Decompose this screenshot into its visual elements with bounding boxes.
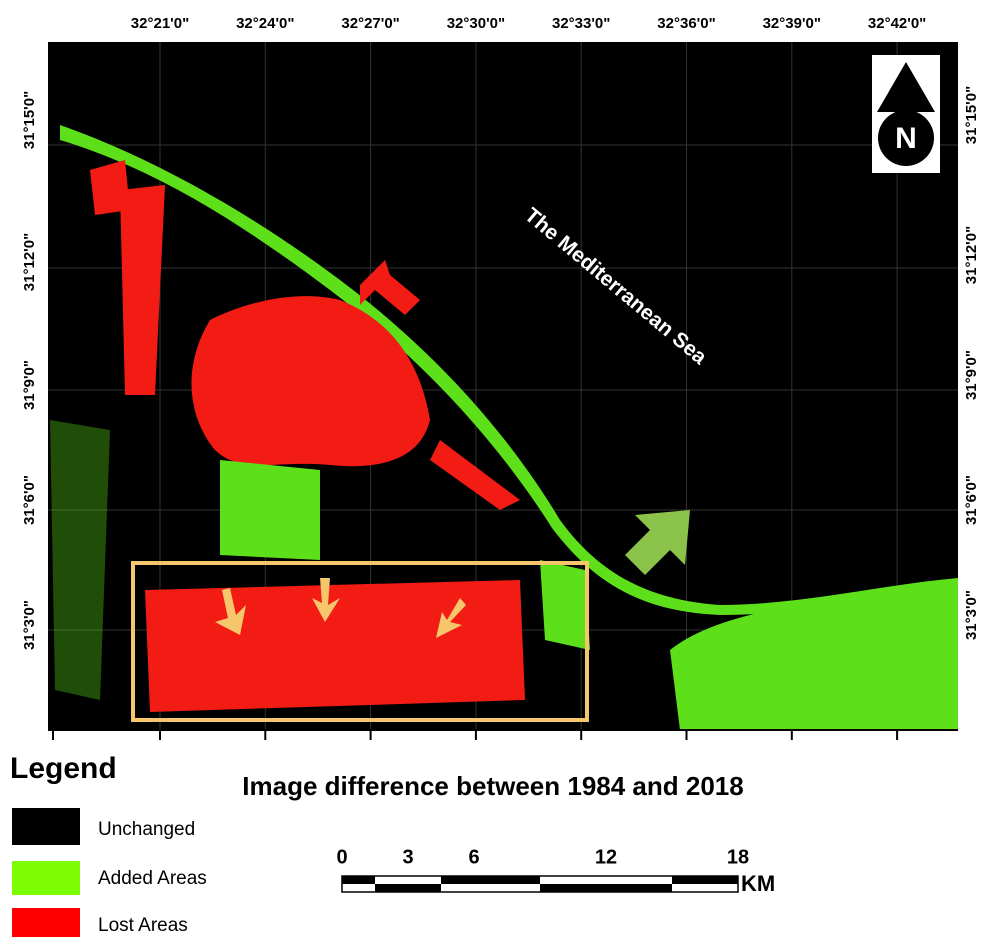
figure-title: Image difference between 1984 and 2018 (242, 771, 743, 801)
lon-label: 32°24'0" (236, 15, 294, 32)
map-figure: N The Mediterranean Sea 32°21'0"32°24'0"… (0, 0, 986, 937)
lon-label: 32°42'0" (868, 15, 926, 32)
lat-label: 31°15'0" (963, 86, 980, 144)
lat-label: 31°6'0" (21, 475, 38, 525)
added-scatter (50, 420, 110, 700)
lon-label: 32°33'0" (552, 15, 610, 32)
lon-label: 32°27'0" (341, 15, 399, 32)
scale-segment (342, 876, 375, 884)
lat-label: 31°12'0" (963, 226, 980, 284)
scale-label: 3 (402, 846, 413, 868)
scale-segment (540, 884, 606, 892)
scale-label: 12 (595, 846, 617, 868)
scale-label: 18 (727, 846, 749, 868)
lon-label: 32°21'0" (131, 15, 189, 32)
north-label: N (895, 122, 917, 155)
scale-label: 0 (336, 846, 347, 868)
lat-label: 31°9'0" (21, 360, 38, 410)
scale-unit: KM (741, 871, 775, 896)
scale-segment (375, 884, 408, 892)
scale-segment (606, 884, 672, 892)
scale-segment (474, 876, 540, 884)
lat-label: 31°6'0" (963, 475, 980, 525)
lat-label: 31°12'0" (21, 233, 38, 291)
lat-label: 31°15'0" (21, 91, 38, 149)
legend-swatch (12, 861, 80, 895)
scale-label: 6 (468, 846, 479, 868)
page: {"map": { "top_labels": ["32°21'0\"", "3… (0, 0, 986, 937)
added-blocks (220, 460, 320, 560)
scale-bar: 0 3 6 12 18 KM (336, 846, 775, 896)
legend-label: Unchanged (98, 819, 195, 840)
added-area (540, 560, 590, 650)
scale-segment (672, 876, 738, 884)
legend-label: Added Areas (98, 868, 207, 889)
lat-label: 31°9'0" (963, 350, 980, 400)
lon-label: 32°36'0" (657, 15, 715, 32)
scale-segment (408, 884, 441, 892)
scale-segment (441, 876, 474, 884)
legend-swatch (12, 808, 80, 845)
lost-urban (145, 580, 525, 712)
legend-swatch (12, 908, 80, 937)
lon-label: 32°30'0" (447, 15, 505, 32)
lat-label: 31°3'0" (963, 590, 980, 640)
legend-title: Legend (10, 752, 117, 785)
lat-label: 31°3'0" (21, 600, 38, 650)
lon-label: 32°39'0" (763, 15, 821, 32)
legend-label: Lost Areas (98, 915, 188, 936)
